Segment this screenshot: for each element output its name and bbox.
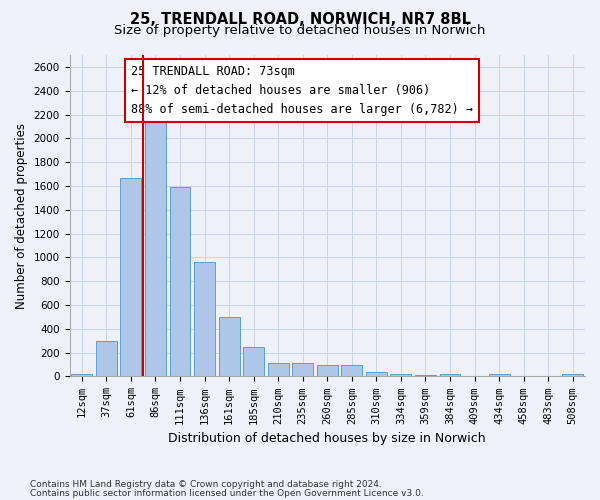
Y-axis label: Number of detached properties: Number of detached properties — [15, 122, 28, 308]
Bar — [121, 178, 142, 376]
Bar — [366, 372, 387, 376]
Bar — [440, 374, 460, 376]
X-axis label: Distribution of detached houses by size in Norwich: Distribution of detached houses by size … — [169, 432, 486, 445]
Text: Size of property relative to detached houses in Norwich: Size of property relative to detached ho… — [115, 24, 485, 37]
Text: 25, TRENDALL ROAD, NORWICH, NR7 8BL: 25, TRENDALL ROAD, NORWICH, NR7 8BL — [130, 12, 470, 28]
Bar — [268, 363, 289, 376]
Bar — [170, 187, 190, 376]
Bar — [145, 122, 166, 376]
Bar — [71, 374, 92, 376]
Text: Contains public sector information licensed under the Open Government Licence v3: Contains public sector information licen… — [30, 489, 424, 498]
Bar — [96, 340, 117, 376]
Bar — [194, 262, 215, 376]
Text: Contains HM Land Registry data © Crown copyright and database right 2024.: Contains HM Land Registry data © Crown c… — [30, 480, 382, 489]
Bar — [341, 365, 362, 376]
Bar — [243, 348, 264, 376]
Bar — [218, 317, 239, 376]
Bar — [391, 374, 412, 376]
Bar — [292, 363, 313, 376]
Bar — [562, 374, 583, 376]
Bar — [317, 365, 338, 376]
Text: 25 TRENDALL ROAD: 73sqm
← 12% of detached houses are smaller (906)
88% of semi-d: 25 TRENDALL ROAD: 73sqm ← 12% of detache… — [131, 64, 473, 116]
Bar — [488, 374, 509, 376]
